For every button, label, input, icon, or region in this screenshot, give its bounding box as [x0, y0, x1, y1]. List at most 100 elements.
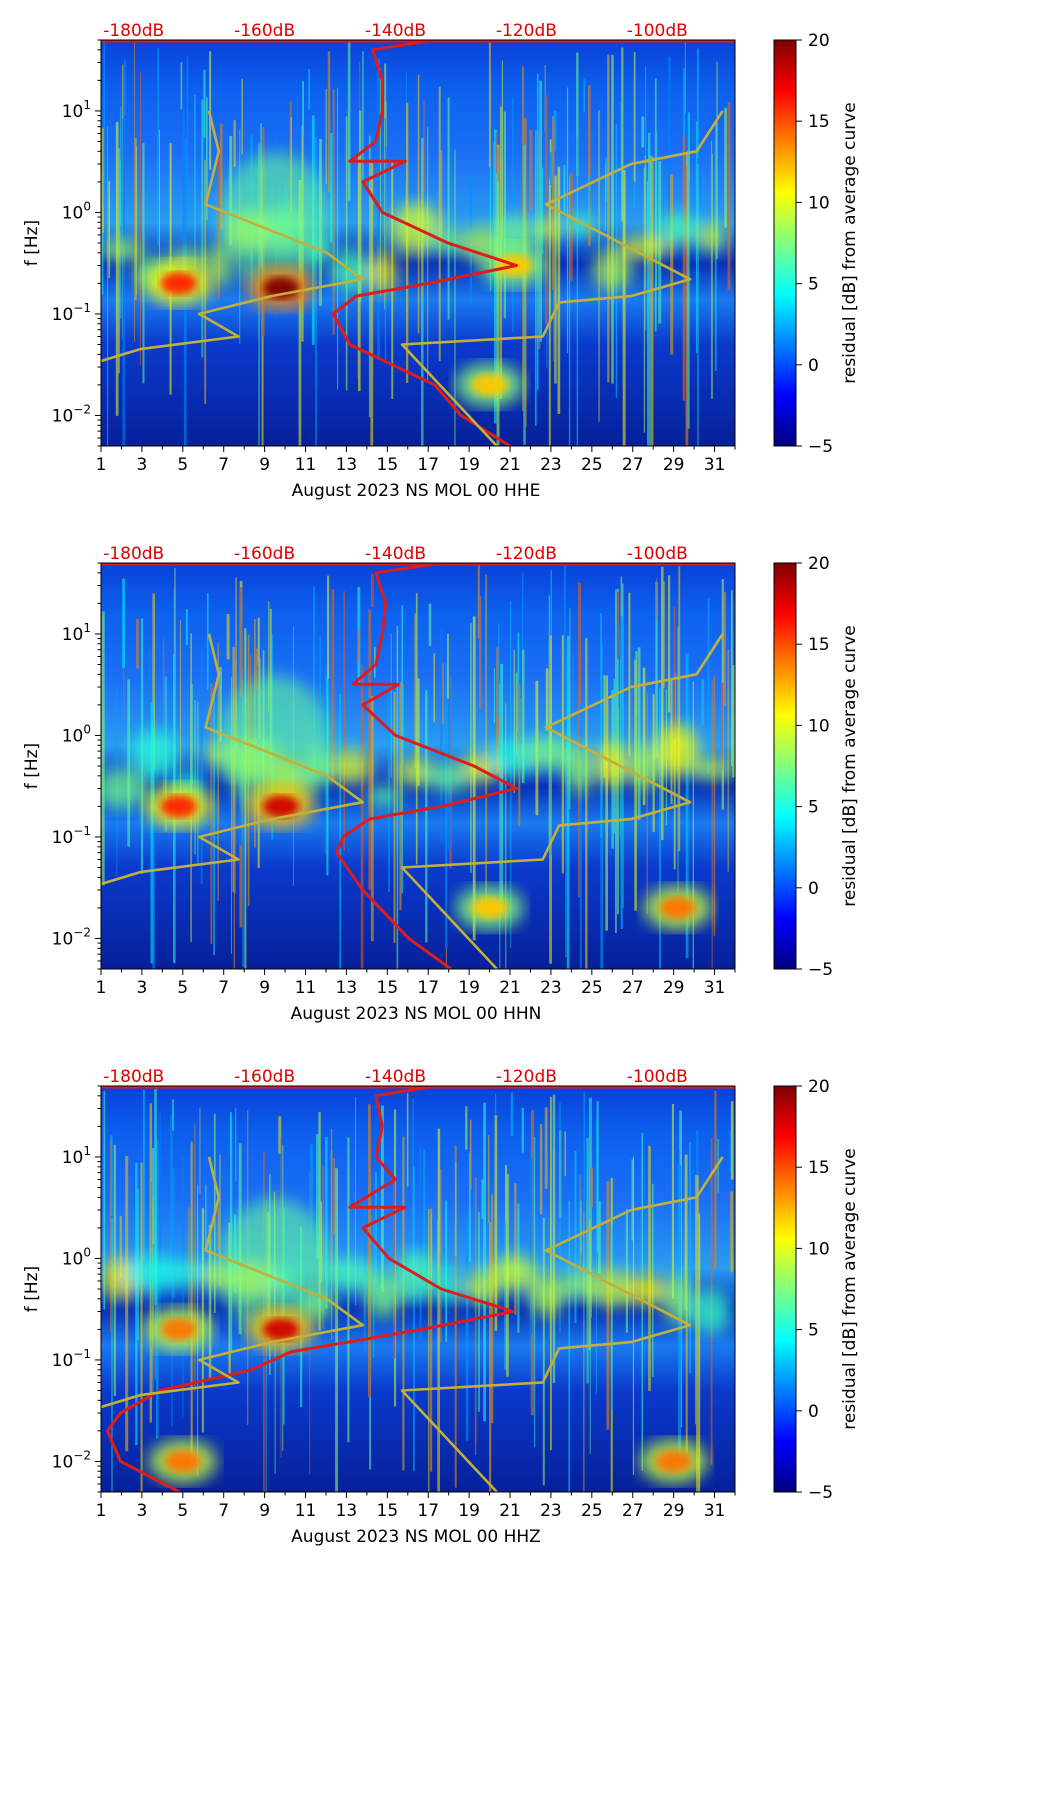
x-tick-label: 15	[377, 978, 399, 998]
heatmap-streak	[548, 179, 551, 446]
heatmap-streak	[637, 647, 641, 820]
colorbar-tick-label: 0	[808, 356, 819, 376]
heatmap-streak	[186, 56, 189, 218]
heatmap-streak	[731, 590, 733, 766]
heatmap-streak	[454, 1145, 457, 1488]
heatmap-streak	[298, 180, 302, 446]
heatmap-blob	[628, 744, 662, 792]
colorbar-tick-label: 15	[808, 1158, 830, 1178]
heatmap-streak	[580, 1200, 582, 1256]
heatmap-streak	[140, 1162, 143, 1492]
heatmap-streak	[622, 170, 626, 446]
x-tick-label: 1	[96, 1501, 107, 1521]
heatmap-streak	[171, 1167, 175, 1298]
y-tick-label: 100	[62, 722, 91, 746]
x-tick-label: 23	[540, 455, 562, 475]
x-tick-label: 7	[218, 1501, 229, 1521]
heatmap-streak	[568, 175, 571, 446]
heatmap-streak	[568, 1200, 571, 1492]
heatmap-streak	[501, 60, 503, 239]
heatmap-streak	[406, 1093, 409, 1187]
y-axis-label: f [Hz]	[22, 743, 42, 789]
y-axis-label: f [Hz]	[22, 1266, 42, 1312]
heatmap-streak	[427, 127, 429, 383]
heatmap-blob	[697, 222, 724, 252]
heatmap-streak	[607, 54, 610, 383]
heatmap-blob	[534, 218, 559, 241]
heatmap-streak	[505, 703, 507, 969]
x-tick-label: 11	[295, 455, 317, 475]
heatmap-hotspot	[659, 896, 696, 919]
heatmap-streak	[431, 1214, 432, 1280]
heatmap-streak	[152, 1197, 154, 1394]
x-tick-label: 23	[540, 978, 562, 998]
heatmap-streak	[465, 1220, 469, 1441]
heatmap-streak	[405, 72, 407, 121]
heatmap-streak	[564, 1131, 566, 1177]
heatmap-streak	[596, 1101, 599, 1252]
x-tick-label: 11	[295, 1501, 317, 1521]
heatmap-streak	[423, 99, 425, 193]
heatmap-streak	[684, 1154, 687, 1311]
heatmap-streak	[313, 586, 315, 773]
heatmap-streak	[668, 56, 671, 246]
heatmap-blob	[396, 1251, 436, 1303]
heatmap-streak	[139, 72, 141, 365]
heatmap-streak	[370, 163, 374, 446]
heatmap-streak	[583, 1091, 586, 1213]
heatmap-streak	[308, 68, 311, 110]
heatmap-streak	[368, 1104, 371, 1397]
db-scale-label: -100dB	[627, 1067, 688, 1087]
heatmap-streak	[374, 646, 376, 678]
x-tick-label: 11	[295, 978, 317, 998]
heatmap-streak	[559, 1102, 561, 1333]
db-scale-label: -140dB	[365, 544, 426, 564]
heatmap-streak	[545, 95, 548, 325]
heatmap-streak	[588, 85, 591, 246]
heatmap-streak	[489, 1222, 492, 1492]
heatmap-streak	[689, 1142, 691, 1374]
x-tick-label: 3	[136, 978, 147, 998]
heatmap-streak	[101, 667, 102, 828]
heatmap-streak	[513, 650, 515, 794]
heatmap-streak	[325, 1137, 328, 1309]
x-axis-label: August 2023 NS MOL 00 HHN	[291, 1004, 542, 1024]
x-tick-label: 1	[96, 455, 107, 475]
heatmap-hotspot	[655, 1450, 692, 1473]
heatmap-streak	[134, 138, 137, 301]
heatmap-blob	[658, 213, 697, 245]
x-tick-label: 17	[417, 1501, 439, 1521]
heatmap-streak	[563, 563, 566, 763]
high-noise-model-line	[400, 633, 724, 969]
heatmap-streak	[371, 573, 374, 607]
heatmap-hotspot	[160, 795, 197, 818]
heatmap-streak	[413, 1166, 415, 1472]
x-tick-label: 19	[458, 455, 480, 475]
x-tick-label: 15	[377, 455, 399, 475]
heatmap-streak	[125, 1155, 129, 1452]
heatmap-streak	[102, 127, 104, 233]
x-tick-label: 31	[704, 1501, 726, 1521]
heatmap-streak	[553, 110, 557, 152]
heatmap-streak	[433, 653, 435, 723]
y-tick-label: 10−2	[52, 402, 91, 426]
heatmap-blob	[131, 729, 178, 777]
x-axis-label: August 2023 NS MOL 00 HHZ	[291, 1527, 541, 1547]
heatmap-streak	[655, 578, 657, 621]
colorbar-label: residual [dB] from average curve	[840, 625, 860, 906]
heatmap-streak	[539, 1124, 543, 1215]
heatmap-streak	[454, 149, 456, 446]
heatmap-area	[101, 40, 735, 446]
heatmap-blob	[619, 236, 671, 258]
heatmap-streak	[710, 141, 713, 368]
heatmap-streak	[182, 108, 185, 303]
x-tick-label: 29	[663, 1501, 685, 1521]
heatmap-streak	[368, 609, 372, 890]
heatmap-streak	[136, 147, 138, 296]
heatmap-streak	[702, 175, 704, 224]
heatmap-streak	[714, 1091, 717, 1268]
db-scale-label: -180dB	[103, 1067, 164, 1087]
heatmap-streak	[649, 155, 652, 253]
heatmap-streak	[670, 174, 674, 355]
x-tick-label: 25	[581, 1501, 603, 1521]
